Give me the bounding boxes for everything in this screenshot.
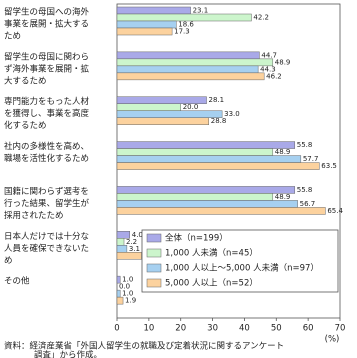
category-label: 社内の多様性を高め、 — [4, 141, 89, 152]
value-label: 2.2 — [126, 238, 137, 246]
value-label: 44.3 — [260, 65, 276, 73]
category-label: 専門能力をもった人材 — [4, 96, 90, 107]
x-tick-label: 70 — [335, 324, 346, 334]
legend-label: 全体（n=199） — [165, 233, 228, 244]
value-label: 63.5 — [321, 162, 337, 170]
bar — [116, 117, 209, 125]
x-tick-label: 30 — [207, 324, 218, 334]
legend-label: 5,000 人以上（n=52） — [165, 278, 258, 289]
legend-swatch — [146, 233, 162, 243]
bar — [116, 289, 121, 298]
bar — [116, 207, 326, 215]
bar — [116, 51, 260, 60]
category-label: 留学生の母国への海外 — [4, 7, 90, 18]
bar — [116, 148, 274, 156]
x-tick-label: 50 — [271, 324, 282, 334]
value-label: 1.0 — [122, 276, 133, 284]
legend-label: 1,000 人未満（n=45） — [165, 248, 258, 259]
bar — [116, 252, 142, 260]
bar — [116, 162, 320, 170]
value-label: 1.9 — [125, 297, 136, 305]
x-tick-label: 10 — [143, 324, 154, 334]
value-label: 48.9 — [275, 58, 291, 66]
bar — [116, 27, 173, 36]
value-label: 57.7 — [303, 155, 319, 163]
bar — [116, 20, 177, 29]
value-label: 42.2 — [253, 14, 269, 22]
category-label: 職場を活性化するため — [4, 153, 89, 164]
value-label: 28.1 — [209, 96, 225, 104]
category-label: 留学生の母国に関わら — [4, 51, 89, 62]
bar — [116, 155, 302, 163]
value-label: 0.0 — [119, 283, 130, 291]
bar — [116, 110, 223, 118]
value-label: 55.8 — [297, 141, 313, 149]
bar — [116, 193, 274, 201]
value-label: 3.1 — [129, 245, 140, 253]
category-label: その他 — [4, 276, 30, 287]
value-label: 1.0 — [122, 290, 133, 298]
legend-swatch — [146, 263, 162, 273]
value-label: 46.2 — [266, 72, 282, 80]
source-line: 資料：経済産業省「外国人留学生の就職及び定着状況に関するアンケート — [4, 341, 284, 352]
value-label: 17.3 — [174, 28, 190, 36]
x-tick-label: 60 — [303, 324, 314, 334]
bar — [116, 6, 191, 15]
bar — [116, 200, 298, 208]
x-tick-label: 40 — [239, 324, 250, 334]
value-label: 33.0 — [224, 110, 240, 118]
bar — [116, 72, 265, 81]
legend-swatch — [146, 278, 162, 288]
bar — [116, 103, 181, 111]
x-tick-label: 0 — [114, 324, 119, 334]
bar — [116, 13, 252, 22]
value-label: 28.8 — [211, 117, 227, 125]
legend-swatch — [146, 248, 162, 258]
category-label: を獲得し、事業を高度 — [4, 108, 90, 119]
value-label: 20.0 — [183, 103, 199, 111]
category-label: 化するため — [4, 120, 47, 131]
category-label: 国籍に関わらず選考を — [4, 186, 89, 197]
category-label: ため — [4, 32, 21, 42]
category-label: 事業を展開・拡大する — [4, 19, 89, 30]
value-label: 48.9 — [275, 193, 291, 201]
source-line: 調査」から作成。 — [34, 350, 102, 358]
category-label: 人員を確保できないた — [4, 243, 89, 254]
legend-box — [141, 229, 339, 293]
category-label: 採用されたため — [4, 210, 64, 221]
category-label: 行った結果、留学生が — [4, 198, 90, 209]
category-label: ず海外事業を展開・拡 — [4, 63, 90, 74]
value-label: 56.7 — [300, 200, 316, 208]
bar — [116, 245, 128, 253]
category-label: 日本人だけでは十分な — [4, 231, 89, 242]
bar — [116, 186, 296, 194]
value-label: 23.1 — [193, 7, 209, 15]
category-label: め — [4, 256, 13, 266]
x-unit: (%) — [325, 335, 340, 345]
bar — [116, 141, 296, 149]
bar — [116, 65, 259, 74]
legend-label: 1,000 人以上～5,000 人未満（n=97） — [165, 263, 319, 274]
bar — [116, 58, 274, 67]
value-label: 4.0 — [132, 231, 143, 239]
value-label: 48.9 — [275, 148, 291, 156]
value-label: 44.7 — [261, 51, 277, 59]
bar — [116, 238, 125, 246]
x-tick-label: 20 — [175, 324, 186, 334]
category-label: 大するため — [4, 75, 47, 86]
value-label: 65.4 — [327, 207, 343, 215]
value-label: 18.6 — [178, 21, 194, 29]
bar — [116, 275, 121, 284]
bar — [116, 296, 124, 305]
value-label: 55.8 — [297, 186, 313, 194]
